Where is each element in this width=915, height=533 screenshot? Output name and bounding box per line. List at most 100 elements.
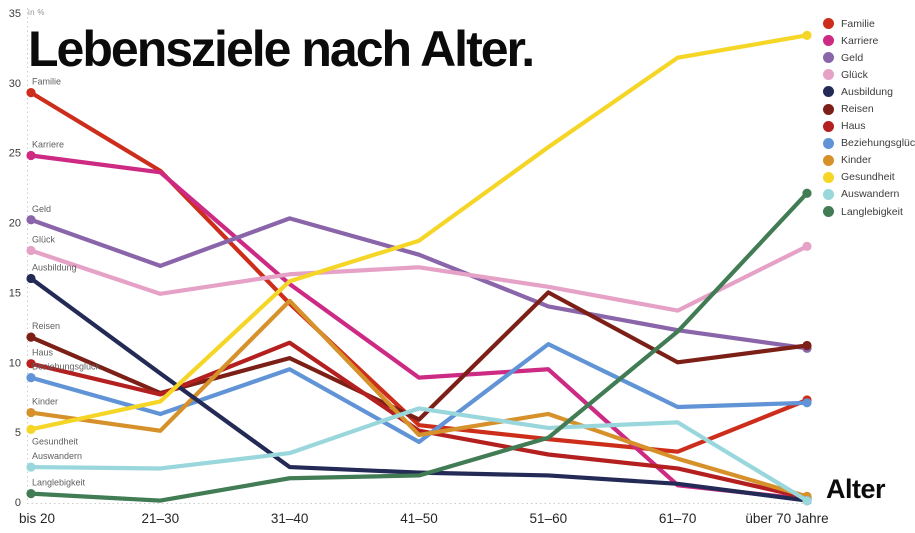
series-line bbox=[28, 244, 810, 313]
series-gesundheit: Gesundheit bbox=[26, 30, 812, 446]
chart-axes: 0 5 10 15 20 25 30 35 bis 20 21–30 31–40 41–50 51–60… bbox=[9, 8, 829, 526]
x-tick-label: 21–30 bbox=[142, 511, 180, 526]
series-endpoint-dot bbox=[26, 332, 36, 342]
series-endpoint-dot bbox=[802, 188, 812, 198]
legend-label: Reisen bbox=[841, 103, 874, 116]
x-tick-label: bis 20 bbox=[19, 511, 55, 526]
series-familie: Familie bbox=[26, 77, 812, 454]
series-start-label: Glück bbox=[32, 235, 56, 245]
legend: Familie Karriere Geld Glück Ausbildung Reisen… bbox=[823, 15, 915, 220]
series-endpoint-dot bbox=[26, 245, 36, 256]
legend-item-familie: Familie bbox=[823, 15, 915, 32]
series-beziehungsglück: Beziehungsglück bbox=[26, 342, 812, 445]
legend-color-dot bbox=[823, 188, 834, 200]
y-tick-label: 5 bbox=[15, 427, 21, 439]
series-endpoint-dot bbox=[26, 462, 36, 472]
legend-label: Kinder bbox=[841, 154, 872, 167]
series-start-label: Reisen bbox=[32, 321, 60, 331]
y-tick-label: 20 bbox=[9, 218, 21, 230]
legend-item-geld: Geld bbox=[823, 49, 915, 66]
legend-color-dot bbox=[823, 52, 834, 64]
x-tick-label: 31–40 bbox=[271, 511, 309, 526]
series-line bbox=[28, 276, 810, 503]
legend-color-dot bbox=[823, 35, 834, 47]
series-start-label: Kinder bbox=[32, 397, 58, 407]
legend-color-dot bbox=[823, 18, 834, 30]
legend-color-dot bbox=[823, 69, 834, 81]
series-endpoint-dot bbox=[802, 340, 812, 351]
legend-label: Gesundheit bbox=[841, 171, 895, 184]
series-line bbox=[28, 340, 810, 500]
legend-item-glück: Glück bbox=[823, 66, 915, 83]
y-tick-label: 25 bbox=[9, 148, 21, 160]
legend-item-ausbildung: Ausbildung bbox=[823, 83, 915, 100]
x-tick-label: 51–60 bbox=[530, 511, 568, 526]
legend-label: Geld bbox=[841, 51, 864, 64]
legend-label: Glück bbox=[841, 68, 868, 81]
series-endpoint-dot bbox=[26, 273, 36, 284]
legend-color-dot bbox=[823, 103, 834, 115]
series-start-label: Auswandern bbox=[32, 451, 82, 461]
series-endpoint-dot bbox=[26, 373, 36, 383]
series-line bbox=[28, 33, 810, 432]
series-endpoint-dot bbox=[802, 30, 812, 40]
series-line bbox=[28, 290, 810, 422]
y-tick-label: 0 bbox=[15, 497, 21, 509]
legend-label: Karriere bbox=[841, 34, 879, 47]
series-endpoint-dot bbox=[802, 241, 812, 251]
legend-color-dot bbox=[823, 120, 834, 132]
legend-item-haus: Haus bbox=[823, 118, 915, 135]
legend-label: Auswandern bbox=[841, 188, 900, 201]
legend-item-karriere: Karriere bbox=[823, 32, 915, 49]
legend-item-langlebigkeit: Langlebigkeit bbox=[823, 203, 915, 220]
x-tick-label: 41–50 bbox=[400, 511, 438, 526]
series-line bbox=[28, 298, 810, 499]
series-endpoint-dot bbox=[26, 359, 36, 369]
legend-color-dot bbox=[823, 86, 834, 98]
series-start-label: Familie bbox=[32, 77, 61, 87]
series-start-label: Gesundheit bbox=[32, 436, 79, 446]
series-langlebigkeit: Langlebigkeit bbox=[26, 188, 812, 503]
series-start-label: Ausbildung bbox=[32, 262, 77, 272]
x-tick-label: 61–70 bbox=[659, 511, 697, 526]
series-auswandern: Auswandern bbox=[26, 406, 812, 506]
y-tick-label: 15 bbox=[9, 287, 21, 299]
series-endpoint-dot bbox=[26, 489, 36, 499]
series-endpoint-dot bbox=[26, 215, 36, 225]
legend-item-auswandern: Auswandern bbox=[823, 186, 915, 203]
legend-label: Haus bbox=[841, 120, 866, 133]
series-line bbox=[28, 406, 810, 503]
series-line bbox=[28, 342, 810, 445]
series-endpoint-dot bbox=[26, 424, 36, 434]
legend-color-dot bbox=[823, 206, 834, 218]
legend-item-beziehungsglück: Beziehungsglück bbox=[823, 135, 915, 152]
legend-item-reisen: Reisen bbox=[823, 100, 915, 117]
legend-color-dot bbox=[823, 154, 834, 166]
y-tick-label: 35 bbox=[9, 8, 21, 20]
chart-title: Lebensziele nach Alter. bbox=[28, 21, 535, 77]
series-karriere: Karriere bbox=[26, 140, 812, 504]
legend-color-dot bbox=[823, 171, 834, 183]
series-start-label: Beziehungsglück bbox=[32, 362, 101, 372]
series-glück: Glück bbox=[26, 235, 812, 313]
series-line bbox=[28, 216, 810, 351]
legend-color-dot bbox=[823, 137, 834, 149]
series-endpoint-dot bbox=[26, 407, 36, 418]
series-endpoint-dot bbox=[26, 88, 36, 98]
y-axis-unit-label: in % bbox=[28, 8, 45, 17]
y-tick-label: 10 bbox=[9, 357, 21, 369]
series-line bbox=[28, 90, 810, 454]
legend-item-gesundheit: Gesundheit bbox=[823, 169, 915, 186]
series-endpoint-dot bbox=[802, 496, 812, 506]
series-start-label: Haus bbox=[32, 348, 54, 358]
series-geld: Geld bbox=[26, 204, 812, 353]
legend-label: Ausbildung bbox=[841, 85, 893, 98]
x-tick-label: über 70 Jahre bbox=[745, 511, 828, 526]
legend-label: Familie bbox=[841, 17, 875, 30]
series-endpoint-dot bbox=[802, 398, 812, 408]
legend-label: Langlebigkeit bbox=[841, 205, 903, 218]
legend-label: Beziehungsglück bbox=[841, 137, 915, 150]
series-line bbox=[28, 191, 810, 503]
